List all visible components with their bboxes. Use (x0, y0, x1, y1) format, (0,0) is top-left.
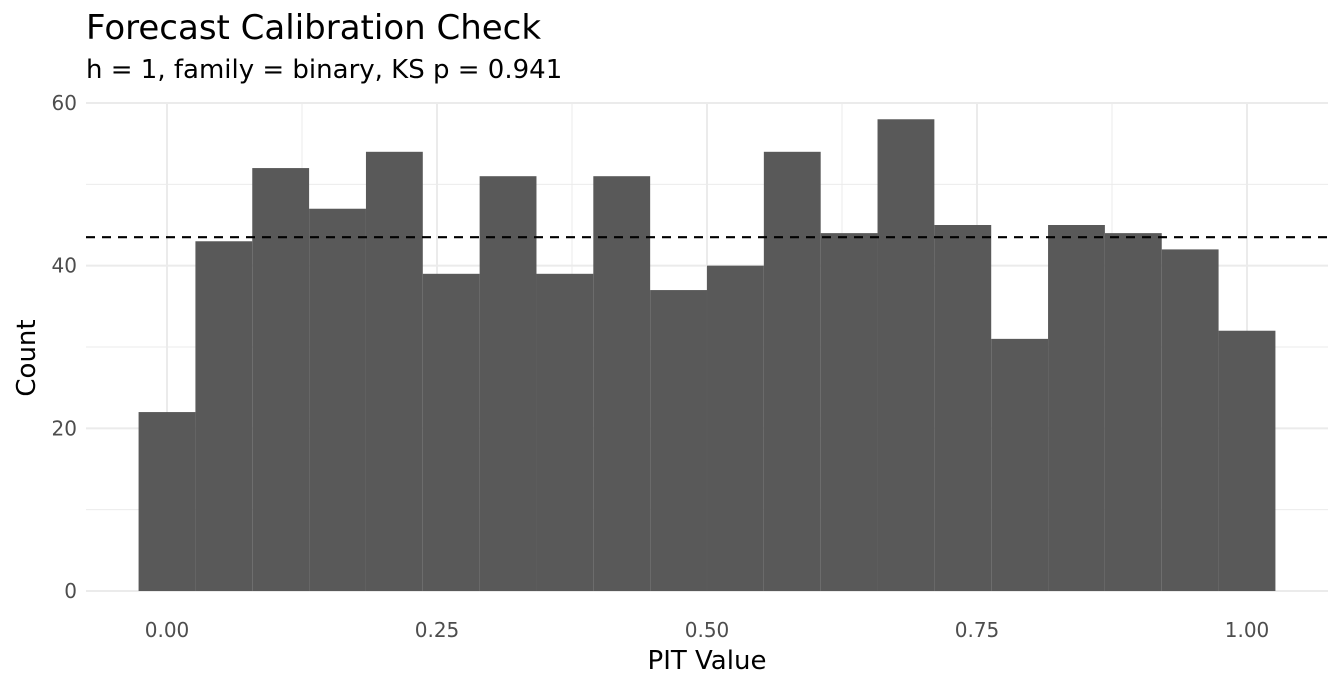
x-tick-label: 0.50 (685, 618, 730, 642)
chart-title: Forecast Calibration Check (86, 8, 542, 48)
histogram-bar (252, 168, 310, 592)
histogram-bar (365, 151, 423, 592)
x-tick-label: 0.25 (415, 618, 460, 642)
y-tick-label: 20 (52, 416, 77, 440)
histogram-bar (479, 176, 537, 591)
x-axis-title: PIT Value (648, 646, 767, 676)
histogram-bar (650, 290, 707, 591)
y-tick-label: 60 (52, 91, 77, 115)
y-tick-label: 40 (52, 254, 77, 278)
x-tick-label: 1.00 (1225, 618, 1270, 642)
histogram-bar (1161, 249, 1219, 591)
bars (138, 119, 1276, 592)
x-tick-label: 0.75 (955, 618, 1000, 642)
histogram-bar (422, 273, 480, 591)
histogram-bar (877, 119, 935, 592)
histogram-bar (1218, 330, 1276, 591)
histogram-bar (195, 241, 253, 591)
histogram-bar (1104, 233, 1162, 591)
histogram-bar (593, 176, 651, 591)
x-tick-label: 0.00 (145, 618, 190, 642)
histogram-bar (934, 225, 992, 591)
histogram-bar (991, 338, 1049, 591)
histogram-bar (1048, 225, 1105, 591)
y-axis-title: Count (12, 319, 42, 396)
histogram-bar (536, 273, 594, 591)
tick-labels: 0.00 0.25 0.50 0.75 1.00 0 20 40 60 (52, 91, 1270, 642)
chart-subtitle: h = 1, family = binary, KS p = 0.941 (86, 55, 563, 85)
histogram-bar (820, 233, 878, 591)
histogram-bar (763, 151, 821, 592)
histogram-bar (309, 208, 366, 591)
y-tick-label: 0 (64, 579, 77, 603)
histogram-bar (138, 412, 196, 591)
histogram-bar (707, 265, 764, 591)
